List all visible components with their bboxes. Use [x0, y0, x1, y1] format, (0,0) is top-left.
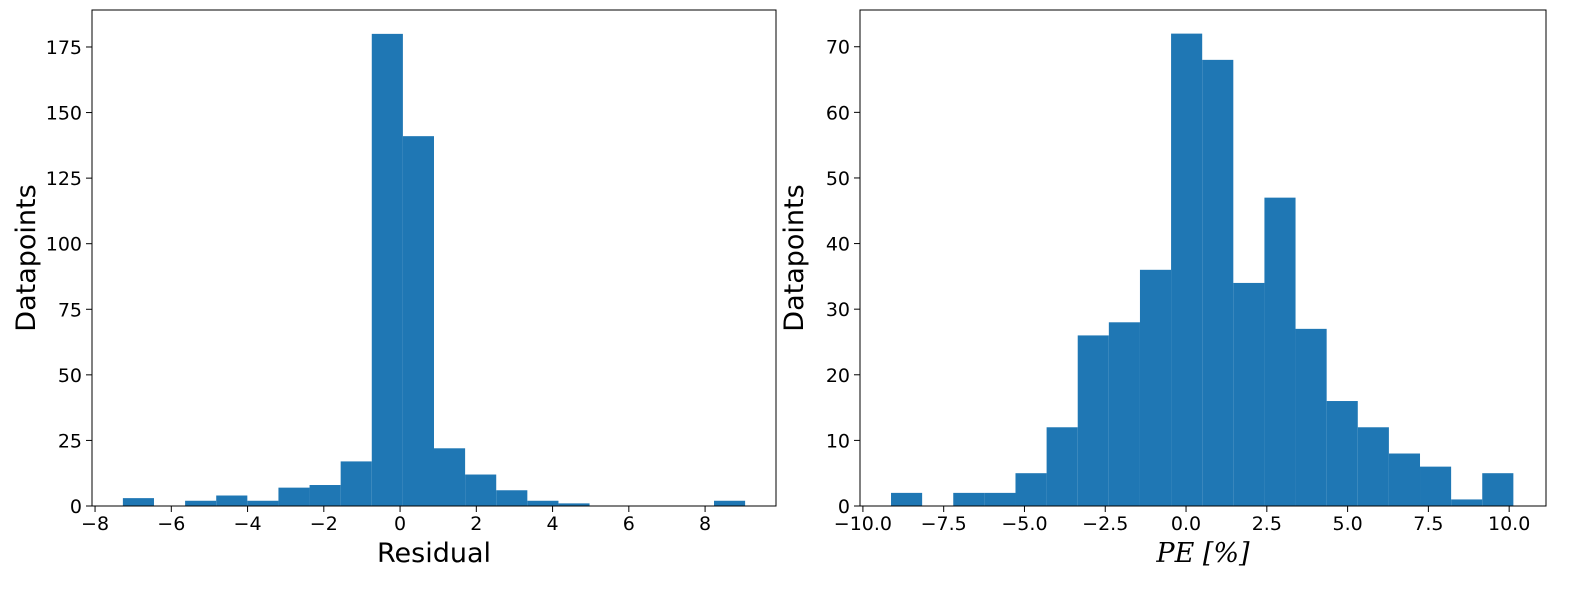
- bar: [1357, 427, 1389, 506]
- x-tick-label: −2: [310, 513, 338, 535]
- bar: [527, 500, 559, 506]
- bar: [1171, 33, 1203, 506]
- x-tick-label: 2.5: [1252, 513, 1282, 535]
- bar: [1015, 473, 1047, 506]
- x-tick-label: 10.0: [1488, 513, 1530, 535]
- y-tick-label: 40: [826, 234, 850, 256]
- x-axis-label: PE [%]: [1155, 538, 1250, 569]
- y-tick-label: 20: [826, 365, 850, 387]
- bar: [402, 136, 434, 506]
- y-tick-label: 75: [58, 299, 82, 321]
- y-tick-label: 10: [826, 430, 850, 452]
- bar: [1108, 322, 1140, 506]
- y-tick-label: 0: [838, 496, 850, 518]
- y-tick-label: 60: [826, 102, 850, 124]
- bar: [1482, 473, 1514, 506]
- y-tick-label: 150: [46, 103, 82, 125]
- x-tick-label: −6: [157, 513, 185, 535]
- bar: [1451, 499, 1483, 506]
- y-tick-label: 175: [46, 37, 82, 59]
- bar: [465, 474, 497, 506]
- x-tick-label: −2.5: [1082, 513, 1128, 535]
- y-tick-label: 70: [826, 37, 850, 59]
- x-tick-label: 4: [547, 513, 559, 535]
- bar: [714, 500, 746, 506]
- y-tick-label: 100: [46, 234, 82, 256]
- y-axis-label: Datapoints: [779, 184, 810, 331]
- bar: [1420, 466, 1452, 506]
- bar: [216, 495, 248, 506]
- y-tick-label: 50: [826, 168, 850, 190]
- bar: [891, 492, 923, 506]
- x-tick-label: 2: [470, 513, 482, 535]
- bar: [1077, 335, 1109, 506]
- x-axis-label: Residual: [377, 538, 491, 569]
- axes-frame: [859, 9, 1547, 507]
- bar: [558, 503, 590, 506]
- x-tick-label: 0.0: [1171, 513, 1201, 535]
- x-tick-label: −4: [234, 513, 262, 535]
- bar: [247, 500, 279, 506]
- x-tick-label: 6: [623, 513, 635, 535]
- y-tick-label: 30: [826, 299, 850, 321]
- subplot: −8 −6 −4 −2 0 2 4 6 8 0 25 50 75 100 125 150 175 Residual…: [11, 9, 777, 569]
- bar: [1139, 269, 1172, 506]
- bar: [1202, 59, 1234, 507]
- bar: [371, 33, 403, 507]
- bar: [185, 500, 217, 506]
- bar: [434, 448, 466, 506]
- bar: [309, 485, 341, 506]
- bar: [1046, 427, 1078, 506]
- y-axis-label: Datapoints: [11, 184, 42, 331]
- x-tick-label: −5.0: [1001, 513, 1047, 535]
- bar: [1388, 453, 1421, 506]
- y-tick-label: 25: [58, 430, 82, 452]
- bar: [1233, 282, 1265, 506]
- y-tick-label: 0: [70, 496, 82, 518]
- x-tick-label: 0: [394, 513, 406, 535]
- x-tick-label: −8: [81, 513, 109, 535]
- y-tick-label: 50: [58, 365, 82, 387]
- subplot: −10.0 −7.5 −5.0 −2.5 0.0 2.5 5.0 7.5 10.0 0 10 20 30…: [779, 9, 1547, 569]
- x-tick-label: 5.0: [1332, 513, 1362, 535]
- bar: [340, 461, 372, 506]
- bar: [1295, 328, 1327, 506]
- bar: [1326, 401, 1358, 506]
- y-tick-label: 125: [46, 168, 82, 190]
- bar: [953, 492, 985, 506]
- x-tick-label: −7.5: [921, 513, 967, 535]
- bar: [278, 487, 310, 506]
- bar: [496, 490, 528, 506]
- x-tick-label: 8: [699, 513, 711, 535]
- x-tick-label: 7.5: [1413, 513, 1443, 535]
- x-tick-label: −10.0: [834, 513, 892, 535]
- axes-frame: [91, 9, 777, 507]
- bar: [1264, 197, 1296, 507]
- bar: [122, 498, 154, 506]
- bar: [984, 492, 1016, 506]
